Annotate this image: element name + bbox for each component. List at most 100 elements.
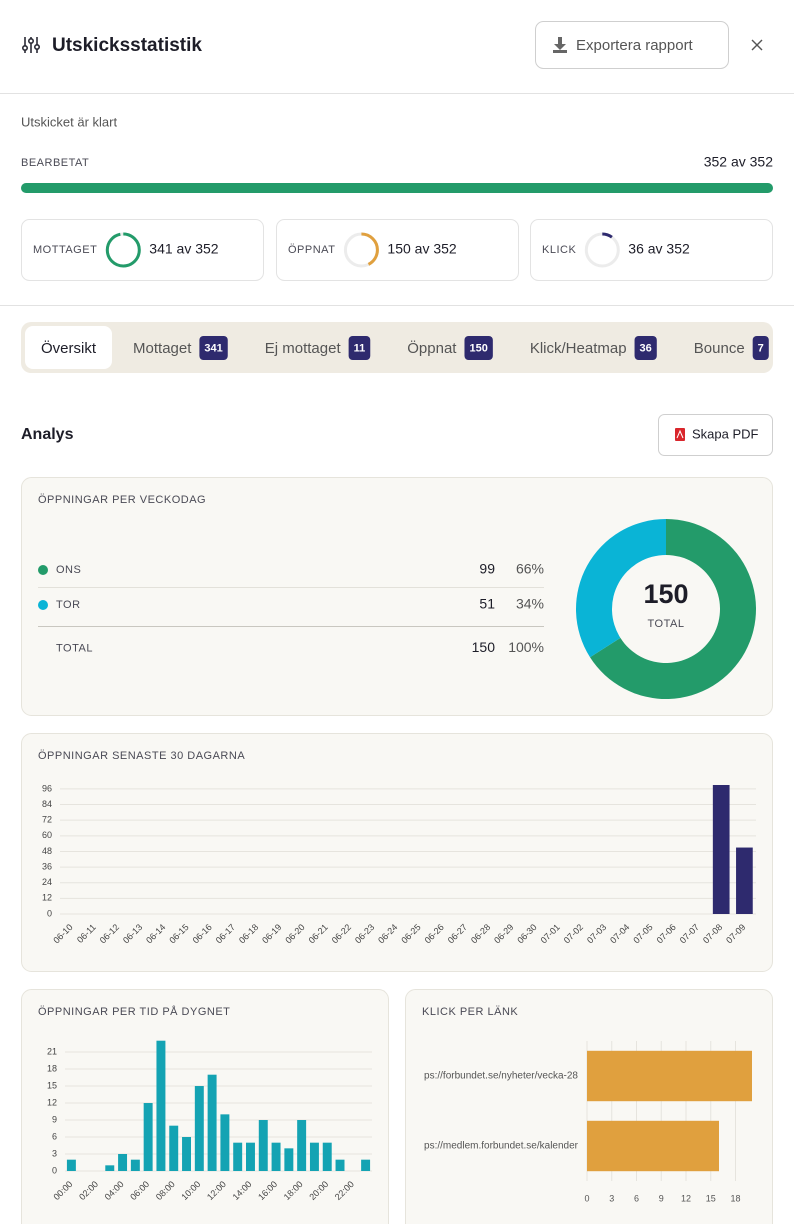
row-percent: 34% xyxy=(516,596,544,612)
tab-badge-count[interactable]: 7 xyxy=(758,342,764,354)
y-tick-label: ps://medlem.forbundet.se/kalender xyxy=(424,1141,579,1152)
progress-label: BEARBETAT xyxy=(21,157,89,169)
tab-label[interactable]: Klick/Heatmap xyxy=(530,340,627,357)
stat-card xyxy=(530,219,773,281)
stat-label: KLICK xyxy=(542,244,576,256)
export-button[interactable] xyxy=(535,21,729,69)
tab-badge[interactable] xyxy=(464,336,493,360)
bar xyxy=(284,1148,294,1171)
bar xyxy=(309,1142,319,1171)
tab-badge-count[interactable]: 11 xyxy=(354,342,366,354)
chart-title: KLICK PER LÄNK xyxy=(422,1006,518,1018)
chart-card xyxy=(405,989,773,1224)
y-tick-label: 12 xyxy=(47,1097,57,1107)
row-value: 51 xyxy=(479,596,495,612)
y-tick-label: 24 xyxy=(42,877,52,887)
stat-ring xyxy=(343,232,379,268)
progress-value: 352 av 352 xyxy=(704,154,773,170)
donut-total-label: TOTAL xyxy=(648,618,685,630)
tab-badge[interactable] xyxy=(199,336,228,360)
stat-card xyxy=(21,219,264,281)
row-percent: 66% xyxy=(516,561,544,577)
chart-title: ÖPPNINGAR SENASTE 30 DAGARNA xyxy=(38,750,245,762)
tab-badge-count[interactable]: 36 xyxy=(640,342,652,354)
tab-label[interactable]: Öppnat xyxy=(407,339,457,357)
bar xyxy=(736,847,753,914)
bar xyxy=(118,1154,128,1171)
legend-label: ONS xyxy=(56,564,81,576)
bar xyxy=(322,1142,332,1171)
legend-label: TOR xyxy=(56,599,81,611)
tab-badge-count[interactable]: 150 xyxy=(469,342,487,354)
chart-title: ÖPPNINGAR PER TID PÅ DYGNET xyxy=(38,1005,230,1018)
progress-bar xyxy=(21,183,773,193)
stat-ring xyxy=(105,232,141,268)
tab-label[interactable]: Bounce xyxy=(694,340,745,357)
bar xyxy=(130,1159,140,1171)
bar xyxy=(220,1114,230,1171)
close-button[interactable] xyxy=(751,39,763,51)
pdf-button[interactable] xyxy=(658,414,773,456)
bar xyxy=(297,1120,307,1171)
bar xyxy=(233,1142,243,1171)
y-tick-label: 48 xyxy=(42,846,52,856)
y-tick-label: 0 xyxy=(52,1165,57,1175)
y-tick-label: 9 xyxy=(52,1114,57,1124)
x-tick-label: 9 xyxy=(659,1193,664,1203)
tab-active[interactable] xyxy=(25,326,113,369)
bar xyxy=(271,1142,281,1171)
y-tick-label: 36 xyxy=(42,861,52,871)
total-value: 150 xyxy=(472,639,496,655)
bar xyxy=(143,1103,153,1171)
x-tick-label: 0 xyxy=(584,1193,589,1203)
tab-badge[interactable] xyxy=(348,336,371,360)
stat-value: 341 av 352 xyxy=(149,241,218,257)
donut-total: 150 xyxy=(643,579,688,609)
donut-slice xyxy=(576,519,666,658)
y-tick-label: 12 xyxy=(42,893,52,903)
y-tick-label: 6 xyxy=(52,1131,57,1141)
stat-label: MOTTAGET xyxy=(33,244,97,256)
bar xyxy=(587,1120,719,1172)
x-tick-label: 12 xyxy=(681,1193,691,1203)
chart-card xyxy=(21,733,773,972)
donut-slice xyxy=(590,519,757,699)
tab-label[interactable]: Mottaget xyxy=(133,340,192,357)
total-label: TOTAL xyxy=(56,642,93,654)
legend-dot xyxy=(38,565,48,575)
settings-icon xyxy=(21,37,40,53)
bar xyxy=(156,1040,166,1171)
row-value: 99 xyxy=(479,561,495,577)
stat-card xyxy=(276,219,519,281)
bar xyxy=(207,1074,217,1171)
export-button-label[interactable]: Exportera rapport xyxy=(576,37,694,54)
y-tick-label: 21 xyxy=(47,1046,57,1056)
tab-label[interactable]: Översikt xyxy=(41,339,97,357)
status-text: Utskicket är klart xyxy=(21,114,117,129)
total-percent: 100% xyxy=(508,639,544,655)
tab-label[interactable]: Ej mottaget xyxy=(265,340,342,357)
tab-badge-count[interactable]: 341 xyxy=(204,342,222,354)
y-tick-label: 0 xyxy=(47,908,52,918)
bar xyxy=(194,1086,204,1171)
y-tick-label: 72 xyxy=(42,815,52,825)
tab-badge[interactable] xyxy=(634,336,657,360)
bar xyxy=(169,1125,179,1171)
stat-ring xyxy=(584,232,620,268)
bar xyxy=(105,1165,115,1171)
download-icon xyxy=(553,37,567,53)
y-tick-label: 3 xyxy=(52,1148,57,1158)
y-tick-label: 18 xyxy=(47,1063,57,1073)
chart-card xyxy=(21,477,773,716)
x-tick-label: 3 xyxy=(609,1193,614,1203)
bar xyxy=(335,1159,345,1171)
y-tick-label: 60 xyxy=(42,830,52,840)
stat-value: 36 av 352 xyxy=(628,241,690,257)
pdf-button-label[interactable]: Skapa PDF xyxy=(692,426,759,441)
chart-card xyxy=(21,989,389,1224)
x-tick-label: 18 xyxy=(730,1193,740,1203)
tab-badge[interactable] xyxy=(752,336,769,360)
bar xyxy=(361,1159,371,1171)
